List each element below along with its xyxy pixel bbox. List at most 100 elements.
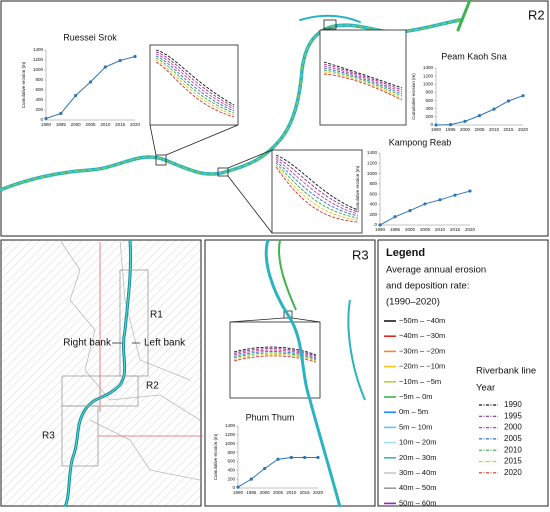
data-point [434, 123, 438, 127]
panel-label: R3 [352, 247, 369, 262]
y-tick-label: 200 [35, 107, 43, 112]
line-chart: Phum Thum Cumulative erosion (m) 0 200 400 60… [213, 412, 323, 495]
x-tick-label: 1990 [233, 490, 244, 495]
x-tick-label: 2020 [465, 227, 476, 232]
data-point [44, 116, 48, 121]
legend-panel [377, 239, 549, 507]
y-tick-label: 1200 [423, 73, 434, 78]
y-axis-label: Cumulative erosion (m) [213, 433, 218, 480]
data-point [316, 455, 320, 460]
x-tick-label: 2015 [450, 227, 461, 232]
data-point [88, 80, 93, 84]
year-line [155, 49, 235, 106]
data-point [276, 457, 280, 461]
line-chart: Ruessei Srok Cumulative erosion (m) 0 200 40… [21, 32, 140, 127]
y-tick-label: 600 [227, 459, 235, 464]
legend-label: 20m – 30m [399, 453, 437, 462]
year-line [155, 53, 235, 110]
x-tick-label: 1995 [56, 122, 67, 127]
x-tick-label: 2010 [286, 490, 297, 495]
legend-label: −10m – −5m [399, 377, 441, 386]
y-tick-label: 1200 [33, 57, 44, 62]
x-tick-label: 2020 [518, 127, 529, 132]
legend-label: −20m – −10m [399, 362, 445, 371]
legend-subtitle: Year [476, 383, 495, 394]
x-tick-label: 1995 [390, 227, 401, 232]
legend-label: 2005 [504, 434, 522, 443]
x-tick-label: 1995 [445, 127, 456, 132]
line-chart: Kampong Reab Cumulative erosion (m) 0 200 40… [355, 137, 475, 232]
y-axis-label: Cumulative erosion (m) [21, 61, 26, 108]
year-line [233, 355, 317, 363]
panel-r3 [204, 239, 376, 507]
year-line [233, 348, 317, 357]
legend-label: −30m – −20m [399, 346, 445, 355]
x-tick-label: 2000 [460, 127, 471, 132]
data-point [59, 111, 63, 116]
year-line [275, 154, 359, 211]
chart-title: Peam Kaoh Sna [441, 51, 507, 61]
year-line [155, 61, 235, 118]
y-tick-label: 1400 [225, 423, 236, 428]
data-point [74, 93, 78, 98]
y-tick-label: 1400 [367, 150, 378, 155]
y-tick-label: 1000 [423, 81, 434, 86]
y-axis-label: Cumulative erosion (m) [411, 73, 416, 120]
y-tick-label: 400 [369, 202, 377, 207]
legend-label: 5m – 10m [399, 422, 432, 431]
x-tick-label: 1990 [375, 227, 386, 232]
legend-label: 0m – 5m [399, 407, 428, 416]
legend-title: Legend [386, 247, 425, 259]
chart-title: Phum Thum [246, 412, 295, 422]
y-tick-label: 200 [227, 476, 235, 481]
y-tick-label: 0 [232, 485, 235, 490]
legend-label: 10m – 20m [399, 438, 437, 447]
y-tick-label: 200 [425, 114, 433, 119]
x-tick-label: 2010 [435, 227, 446, 232]
year-line [233, 346, 317, 356]
legend-label: −50m – −40m [399, 316, 445, 325]
legend: Average annual erosion and deposition rat… [384, 265, 536, 507]
y-tick-label: 1000 [225, 441, 236, 446]
x-tick-label: 2015 [503, 127, 514, 132]
legend-label: 2015 [504, 457, 522, 466]
bank-label: Right bank [63, 338, 112, 349]
x-tick-label: 2000 [260, 490, 271, 495]
data-point [463, 119, 467, 123]
zoom-boxes [149, 19, 407, 399]
year-line [323, 73, 403, 101]
y-tick-label: 400 [227, 467, 235, 472]
year-line [155, 57, 235, 114]
year-line [275, 162, 359, 219]
data-point [118, 58, 122, 63]
y-tick-label: 1000 [33, 67, 44, 72]
legend-label: 1990 [504, 400, 522, 409]
bank-label: Left bank [144, 338, 186, 349]
map-label: R1 [150, 310, 163, 321]
year-line [275, 166, 359, 223]
y-tick-label: 1000 [367, 171, 378, 176]
year-line [323, 71, 403, 99]
y-tick-label: 0 [374, 222, 377, 227]
year-line [275, 156, 359, 213]
legend-label: −40m – −30m [399, 331, 445, 340]
data-point [492, 107, 496, 111]
y-axis-label: Cumulative erosion (m) [355, 165, 360, 212]
y-tick-label: 600 [35, 87, 43, 92]
year-line [323, 69, 403, 97]
year-line [233, 352, 317, 361]
x-tick-label: 1990 [41, 122, 52, 127]
legend-label: −5m – 0m [399, 392, 433, 401]
legend-label: 2010 [504, 445, 522, 454]
data-point [133, 54, 137, 59]
x-tick-label: 1995 [246, 490, 257, 495]
y-tick-label: 800 [35, 77, 43, 82]
data-point [521, 94, 525, 98]
y-tick-label: 400 [35, 97, 43, 102]
legend-label: 30m – 40m [399, 468, 437, 477]
x-tick-label: 2015 [300, 490, 311, 495]
data-point [103, 65, 107, 69]
y-tick-label: 800 [369, 181, 377, 186]
year-line [233, 349, 317, 358]
x-tick-label: 2005 [273, 490, 284, 495]
